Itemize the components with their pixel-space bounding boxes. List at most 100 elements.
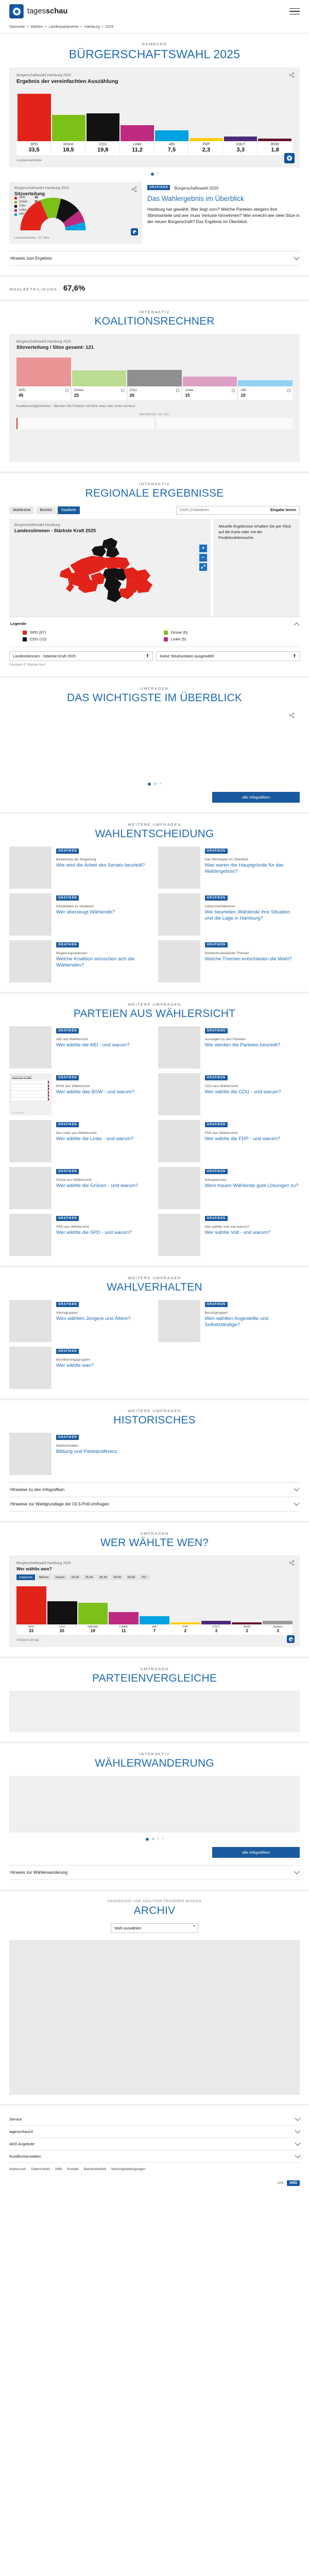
zoom-in-icon[interactable]: + [199,545,207,552]
teaser-card[interactable]: GRAFIKEN Grüne aus Wählersicht Wer wählte … [9,1167,151,1209]
carousel-dot-2[interactable] [157,173,159,174]
teaser-headline[interactable]: Wen wählten Angestellte und Selbstständi… [204,1316,269,1328]
teaser-card[interactable]: GRAFIKEN Bevölkerungsgruppen Wer wählte wa… [9,1347,151,1389]
chip-wahlkreise[interactable]: Wahlkreise [9,506,35,514]
breadcrumb-item-startseite[interactable]: Startseite [9,24,25,29]
teaser-headline[interactable]: Wie werden die Parteien beurteilt? [204,1042,281,1048]
hinweis-waehlerwanderung-accordion[interactable]: Hinweis zur Wählerwanderung [9,1865,300,1880]
zoom-reset-icon[interactable]: ⤢ [199,563,207,571]
footer-link-impressum[interactable]: Impressum [9,2167,26,2171]
zoom-out-icon[interactable]: − [199,554,207,562]
teaser-headline[interactable]: Das Wahlergebnis im Überblick [147,195,244,202]
teaser-card[interactable]: GRAFIKEN Wahlverhalten Bildung und Parteip… [9,1433,151,1475]
teaser-headline[interactable]: Wie beurteilen Wählende ihre Situation u… [204,909,290,921]
teaser-card[interactable]: GRAFIKEN AfD aus Wählersicht Wer wählte di… [9,1026,151,1069]
footer-row-ard-angebote[interactable]: ARD Angebote [9,2138,301,2150]
teaser-card[interactable]: GRAFIKEN Altersgruppen Wen wählten Jüngere… [9,1300,151,1342]
werwen-tab-frauen[interactable]: Frauen [53,1574,67,1580]
teaser-headline[interactable]: Wer wählte das BSW - und warum? [56,1089,134,1095]
carousel-dot-1[interactable] [150,173,154,176]
teaser-card[interactable]: GRAFIKEN Regierungsoptionen Welche Koaliti… [9,940,151,982]
teaser-headline[interactable]: Wem trauen Wählende gute Lösungen zu? [204,1183,299,1189]
carousel-dot-1[interactable] [145,1838,149,1841]
teaser-headline[interactable]: Was waren die Hauptgründe für das Wahler… [204,862,284,874]
footer-row-tagesschau24[interactable]: tagesschau24 [9,2126,301,2138]
footer-row-rundfunkanstalten[interactable]: Rundfunkanstalten [9,2150,301,2163]
share-icon[interactable] [289,713,295,718]
carousel-dot-3[interactable] [157,1838,159,1839]
teaser-card[interactable]: GRAFIKEN Berufsgruppen Wen wählten Angeste… [158,1300,300,1342]
breadcrumb-item-laenderparlamente[interactable]: Länderparlamente [48,24,79,29]
overview-teaser[interactable]: GRAFIKEN Bürgerschaftswahl 2025 Das Wahl… [147,182,300,225]
regional-search[interactable]: Eingabe leeren [176,506,300,515]
teaser-card[interactable]: GRAFIKEN Bewertung der Regierung Wie wird … [9,846,151,889]
share-icon[interactable] [289,1560,295,1566]
teaser-headline[interactable]: Wer wählte die Linke - und warum? [56,1136,134,1142]
koa-party-checkbox[interactable] [176,388,180,392]
teaser-headline[interactable]: Wer wählte die FDP - und warum? [204,1136,280,1142]
werwen-tab-60-69[interactable]: 60-69 [125,1574,138,1580]
koa-party-cell-grüne[interactable]: Grüne 25 [72,386,127,400]
teaser-headline[interactable]: Wer wählte die AfD - und warum? [56,1042,130,1048]
archiv-wahl-select[interactable]: Wahl auswählen ▾ [111,1923,198,1933]
koa-party-cell-linke[interactable]: Linke 15 [183,386,238,400]
hinweise-wahlgrundlage-accordion[interactable]: Hinweise zur Wahlgrundlage der OLS-Poll-… [9,1497,300,1512]
carousel-dot-1[interactable] [148,783,151,786]
search-input[interactable] [180,509,236,512]
teaser-headline[interactable]: Wie wird die Arbeit des Senats beurteilt… [56,862,145,868]
teaser-headline[interactable]: Wer wählte die CDU - und warum? [204,1089,281,1095]
teaser-headline[interactable]: Bildung und Parteipräferenz [56,1449,117,1454]
carousel-dot-2[interactable] [154,783,157,785]
hamburg-map[interactable] [55,535,165,607]
teaser-headline[interactable]: Wer wählte die Grünen - und warum? [56,1183,139,1189]
map-metric-select[interactable]: Landesstimmen - Stärkste Kraft 2025 ▲ ▼ [9,651,153,661]
teaser-card[interactable]: GRAFIKEN Das Wichtigste im Überblick Was w… [158,846,300,889]
hinweise-infografiken-accordion[interactable]: Hinweise zu den Infografiken [9,1482,300,1497]
koa-party-checkbox[interactable] [232,388,235,392]
teaser-card[interactable]: GRAFIKEN Aussagen zu den Parteien Wie werd… [158,1026,300,1069]
alle-infografiken-button[interactable]: alle Infografiken [212,792,300,803]
teaser-headline[interactable]: Wer wählte was? [56,1363,94,1368]
share-icon[interactable] [131,187,137,192]
teaser-headline[interactable]: Wer wählte Volt - und warum? [204,1230,271,1235]
koa-party-cell-cdu[interactable]: CDU 26 [127,386,182,400]
teaser-headline[interactable]: Wer überzeugt Wählende? [56,909,115,915]
hamburger-menu-icon[interactable] [289,8,300,15]
teaser-card[interactable]: GRAFIKEN Wahlentscheidende Themen Welche T… [158,940,300,982]
koa-party-cell-afd[interactable]: AfD 10 [238,386,293,400]
chip-bezirke[interactable]: Bezirke [36,506,56,514]
teaser-headline[interactable]: Wen wählten Jüngere und Ältere? [56,1316,131,1321]
werwen-tab-18-24[interactable]: 18-24 [68,1574,81,1580]
teaser-card[interactable]: GRAFIKEN Kompetenzen Wem trauen Wählende g… [158,1167,300,1209]
koa-party-checkbox[interactable] [287,388,290,392]
alle-infografiken-button-2[interactable]: alle Infografiken [212,1847,300,1858]
footer-link-datenschutz[interactable]: Datenschutz [31,2167,50,2171]
carousel-dot-2[interactable] [151,1838,154,1840]
teaser-headline[interactable]: Welche Koalition wünschen sich die Wähle… [56,956,135,968]
chip-stadtteile[interactable]: Stadtteile [57,506,80,514]
teaser-card[interactable]: GRAFIKEN Kandidaten im Vergleich Wer überz… [9,893,151,936]
clear-input-button[interactable]: Eingabe leeren [270,509,296,512]
koa-party-checkbox[interactable] [121,388,124,392]
footer-link-barrierefreiheit[interactable]: Barrierefreiheit [83,2167,107,2171]
teaser-card[interactable]: GRAFIKEN Lebensverhältnisse Wie beurteilen… [158,893,300,936]
footer-link-kontakt[interactable]: Kontakt [67,2167,79,2171]
tagesschau-logo[interactable]: tagesschau [9,4,67,19]
teaser-card[interactable]: GRAFIKEN CDU aus Wählersicht Wer wählte di… [158,1073,300,1115]
footer-link-nutzungsbedingungen[interactable]: Nutzungsbedingungen [111,2167,146,2171]
werwen-tab-35-44[interactable]: 35-44 [97,1574,110,1580]
koa-party-checkbox[interactable] [65,388,68,392]
breadcrumb-item-2025[interactable]: 2025 [105,24,114,29]
legend-accordion[interactable]: Legende [9,617,300,629]
map-structure-select[interactable]: Keine Strukturdaten ausgewählt ▲ ▼ [156,651,300,661]
teaser-card[interactable]: GRAFIKEN SPD aus Wählersicht Wer wählte di… [9,1214,151,1256]
carousel-dot-4[interactable] [162,1838,164,1839]
teaser-card[interactable]: GRAFIKEN FDP aus Wählersicht Wer wählte di… [158,1120,300,1162]
breadcrumb-item-wahlen[interactable]: Wahlen [30,24,43,29]
teaser-card[interactable]: GRAFIKEN Die Linke aus Wählersicht Wer wäh… [9,1120,151,1162]
werwen-tab-m-nner[interactable]: Männer [36,1574,52,1580]
teaser-card[interactable]: Bürgerschaftswahl Hamburg 2025 Kompetenze… [9,1073,151,1115]
werwen-tab-70-[interactable]: 70+ [139,1574,149,1580]
hinweis-zum-ergebnis-accordion[interactable]: Hinweis zum Ergebnis [9,251,300,266]
teaser-card[interactable]: GRAFIKEN Wer wählte Volt und warum? Wer wä… [158,1214,300,1256]
